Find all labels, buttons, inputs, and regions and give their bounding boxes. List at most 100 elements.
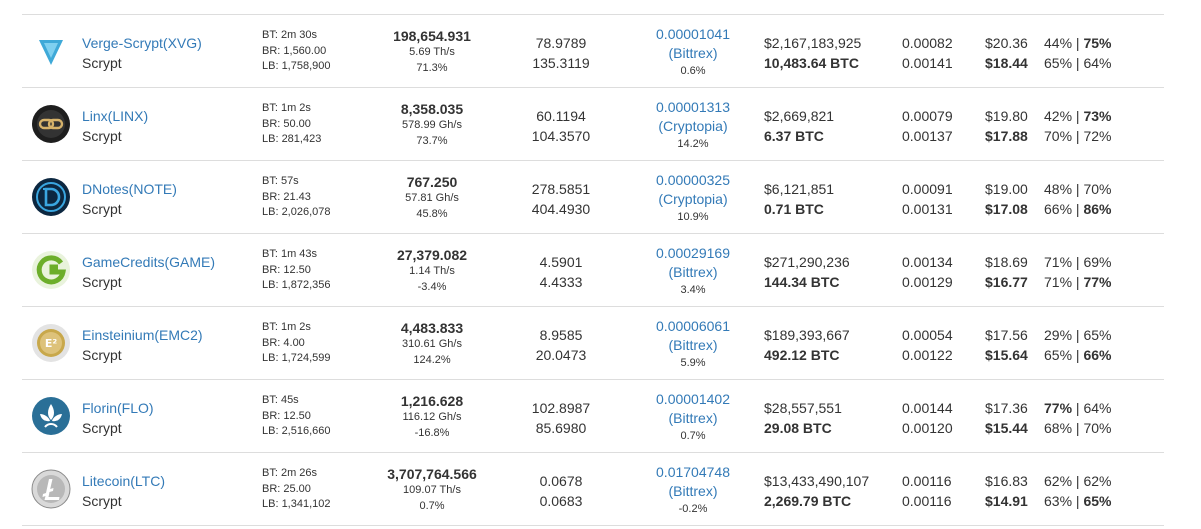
- block-time: BT: 57s: [262, 175, 299, 187]
- btc-revenue-cell: 0.00091 0.00131: [902, 179, 953, 219]
- revenue: $17.56: [985, 327, 1028, 343]
- nethash: 578.99 Gh/s: [402, 119, 462, 131]
- btc-revenue: 0.00079: [902, 108, 953, 124]
- exchange-link[interactable]: (Bittrex): [668, 410, 718, 426]
- market-cap: $271,290,236: [764, 254, 850, 270]
- coin-name-link[interactable]: Verge-Scrypt(XVG): [82, 35, 202, 51]
- coin-name-link[interactable]: Einsteinium(EMC2): [82, 327, 203, 343]
- market-cap-cell: $13,433,490,107 2,269.79 BTC: [764, 471, 869, 511]
- market-cap-cell: $189,393,667 492.12 BTC: [764, 325, 850, 365]
- est-rewards: 78.9789: [535, 35, 587, 51]
- exchange-link[interactable]: (Bittrex): [668, 337, 718, 353]
- est-rewards-24h: 135.3119: [532, 55, 590, 71]
- exchange-rate-link[interactable]: 0.00001041: [656, 26, 730, 42]
- revenue-24h: $15.64: [985, 347, 1028, 363]
- profitability-line: 68% | 70%: [1044, 418, 1111, 438]
- est-rewards-24h: 85.6980: [535, 420, 587, 436]
- block-info: BT: 1m 2s BR: 50.00 LB: 281,423: [262, 101, 321, 148]
- exchange-link[interactable]: (Bittrex): [668, 483, 718, 499]
- difficulty-change: -16.8%: [414, 426, 450, 439]
- profitability-separator: |: [1072, 128, 1084, 144]
- profitability-separator: |: [1072, 254, 1084, 270]
- profitability-cell: 42% | 73% 70% | 72%: [1044, 106, 1111, 146]
- block-reward: BR: 21.43: [262, 190, 311, 203]
- revenue-24h: $17.08: [985, 201, 1028, 217]
- revenue-24h: $17.88: [985, 128, 1028, 144]
- profitability-separator: |: [1072, 400, 1084, 416]
- nethash: 5.69 Th/s: [409, 46, 455, 58]
- profitability-separator: |: [1072, 181, 1084, 197]
- profitability-cell: 62% | 62% 63% | 65%: [1044, 471, 1111, 511]
- dnotes-icon: [31, 177, 71, 217]
- est-rewards-cell: 102.8987 85.6980: [502, 398, 620, 438]
- block-time: BT: 1m 43s: [262, 248, 318, 260]
- exchange-link[interactable]: (Cryptopia): [658, 191, 728, 207]
- market-cap: $189,393,667: [764, 327, 850, 343]
- est-rewards: 278.5851: [531, 181, 591, 197]
- exchange-rate-link[interactable]: 0.00001402: [656, 391, 730, 407]
- profitability-24h: 64%: [1083, 55, 1112, 71]
- exchange-link[interactable]: (Bittrex): [668, 45, 718, 61]
- profitability-separator: |: [1072, 201, 1084, 217]
- profitability-current: 68%: [1044, 420, 1073, 436]
- coin-cell: DNotes(NOTE) Scrypt: [82, 179, 177, 219]
- profitability-current: 29%: [1044, 327, 1073, 343]
- exchange-link[interactable]: (Cryptopia): [658, 118, 728, 134]
- profitability-current: 42%: [1044, 108, 1073, 124]
- last-block: LB: 1,724,599: [262, 352, 331, 364]
- difficulty: 4,483.833: [400, 320, 464, 336]
- difficulty-cell: 198,654.931 5.69 Th/s 71.3%: [362, 27, 502, 76]
- profitability-24h: 64%: [1083, 400, 1112, 416]
- coin-algorithm: Scrypt: [82, 420, 122, 436]
- nethash: 310.61 Gh/s: [402, 338, 462, 350]
- coin-name-link[interactable]: DNotes(NOTE): [82, 181, 177, 197]
- coin-name-link[interactable]: GameCredits(GAME): [82, 254, 216, 270]
- table-row-xvg: Verge-Scrypt(XVG) Scrypt BT: 2m 30s BR: …: [22, 15, 1164, 88]
- coin-name-link[interactable]: Linx(LINX): [82, 108, 149, 124]
- coin-name-link[interactable]: Litecoin(LTC): [82, 473, 165, 489]
- difficulty-change: -3.4%: [417, 280, 447, 293]
- coin-name-link[interactable]: Florin(FLO): [82, 400, 154, 416]
- revenue-cell: $17.36 $15.44: [985, 398, 1028, 438]
- exchange-rate-link[interactable]: 0.00001313: [656, 99, 730, 115]
- exchange-rate-cell: 0.00001313 (Cryptopia) 14.2%: [634, 98, 752, 152]
- block-info: BT: 2m 26s BR: 25.00 LB: 1,341,102: [262, 466, 331, 513]
- revenue-cell: $16.83 $14.91: [985, 471, 1028, 511]
- revenue-24h: $16.77: [985, 274, 1028, 290]
- difficulty: 8,358.035: [400, 101, 464, 117]
- profitability-cell: 44% | 75% 65% | 64%: [1044, 33, 1111, 73]
- btc-revenue-cell: 0.00144 0.00120: [902, 398, 953, 438]
- profitability-current: 44%: [1044, 35, 1073, 51]
- last-block: LB: 2,516,660: [262, 425, 331, 437]
- profitability-separator: |: [1072, 327, 1084, 343]
- difficulty: 3,707,764.566: [387, 466, 477, 482]
- exchange-rate-cell: 0.01704748 (Bittrex) -0.2%: [634, 463, 752, 517]
- btc-revenue-cell: 0.00054 0.00122: [902, 325, 953, 365]
- profitability-24h: 86%: [1083, 201, 1112, 217]
- profitability-24h: 62%: [1083, 473, 1112, 489]
- svg-text:E²: E²: [45, 337, 58, 350]
- nethash: 116.12 Gh/s: [402, 411, 462, 423]
- profitability-line: 71% | 77%: [1044, 272, 1111, 292]
- difficulty: 198,654.931: [393, 28, 471, 44]
- gamecredits-icon: [31, 250, 71, 290]
- difficulty-change: 71.3%: [416, 61, 448, 74]
- exchange-rate-link[interactable]: 0.01704748: [656, 464, 730, 480]
- exchange-rate-link[interactable]: 0.00006061: [656, 318, 730, 334]
- exchange-rate-link[interactable]: 0.00029169: [656, 245, 730, 261]
- btc-revenue: 0.00144: [902, 400, 953, 416]
- block-time: BT: 2m 26s: [262, 467, 318, 479]
- difficulty-cell: 767.250 57.81 Gh/s 45.8%: [362, 173, 502, 222]
- exchange-rate-cell: 0.00006061 (Bittrex) 5.9%: [634, 317, 752, 371]
- last-block: LB: 281,423: [262, 133, 322, 145]
- est-rewards-24h: 104.3570: [531, 128, 591, 144]
- exchange-rate-link[interactable]: 0.00000325: [656, 172, 730, 188]
- profitability-separator: |: [1072, 55, 1084, 71]
- est-rewards: 4.5901: [539, 254, 583, 270]
- profitability-separator: |: [1072, 274, 1084, 290]
- last-block: LB: 2,026,078: [262, 206, 331, 218]
- revenue: $20.36: [985, 35, 1028, 51]
- exchange-link[interactable]: (Bittrex): [668, 264, 718, 280]
- est-rewards-24h: 20.0473: [535, 347, 587, 363]
- exchange-rate-change: 0.7%: [680, 430, 706, 442]
